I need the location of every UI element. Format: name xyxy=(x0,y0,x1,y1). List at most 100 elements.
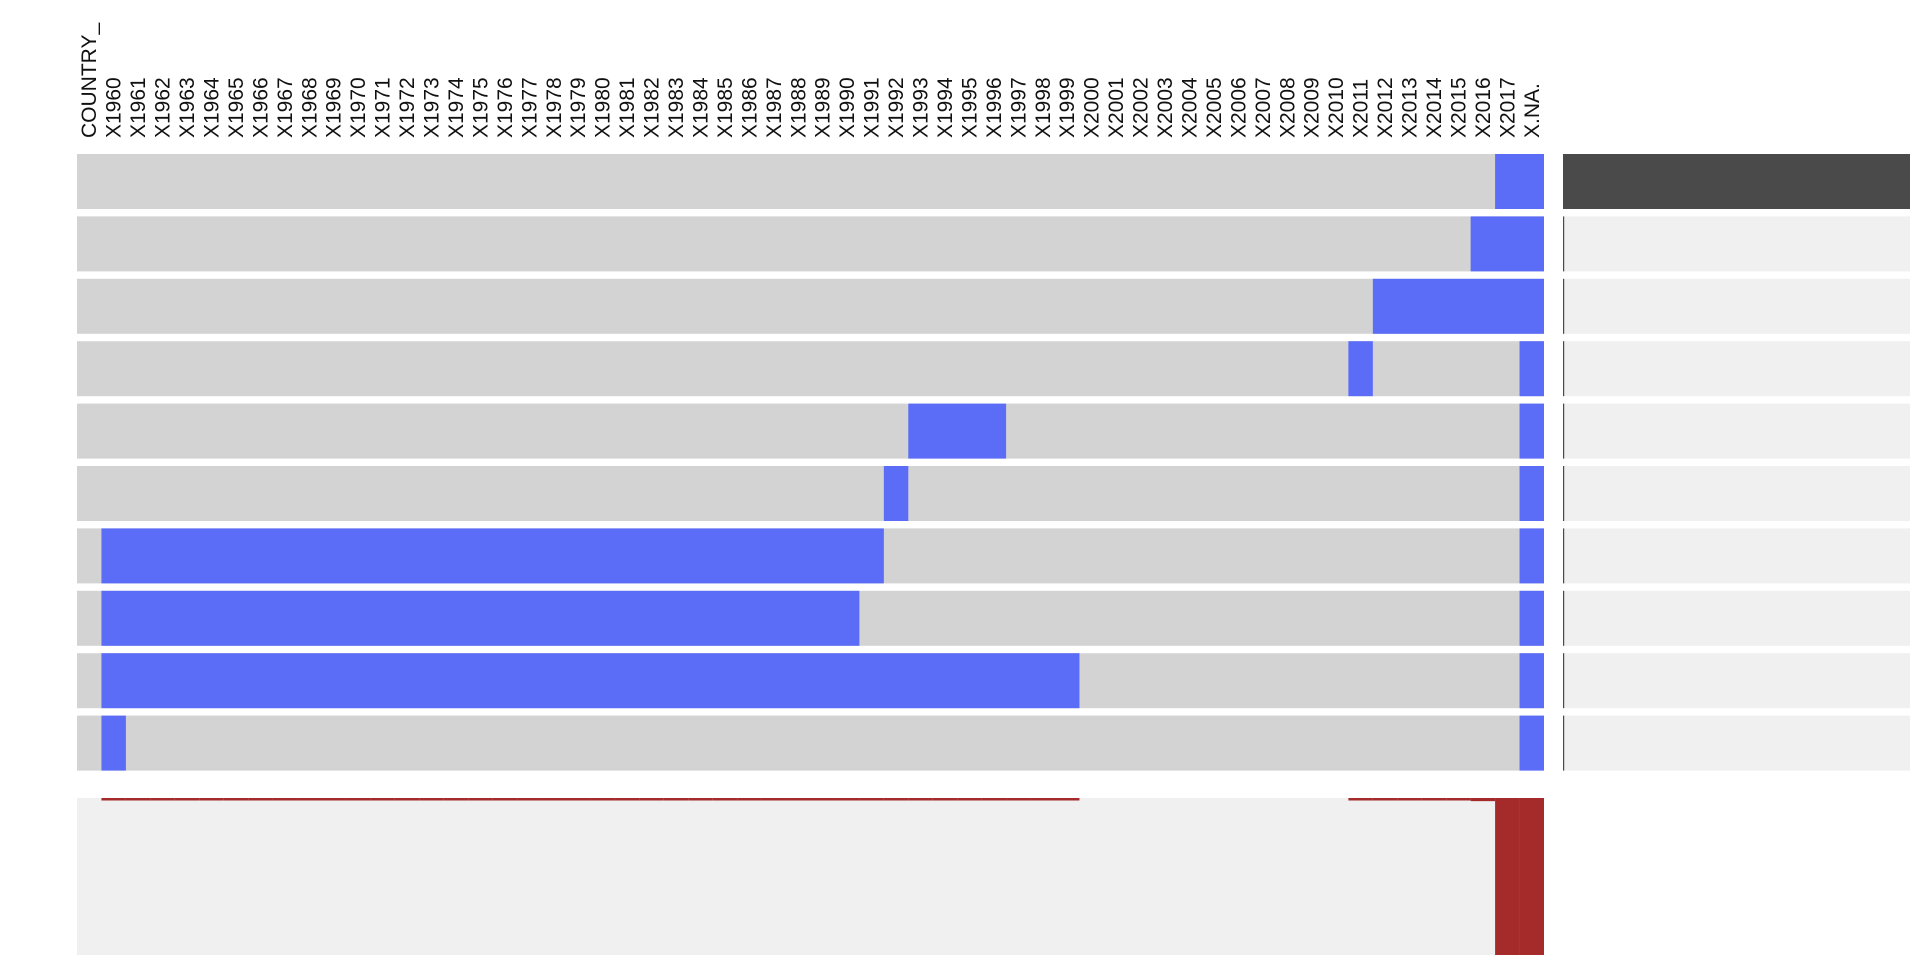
column-label: X1972 xyxy=(396,77,419,138)
column-missing-bar xyxy=(614,798,640,801)
column-label: X1999 xyxy=(1056,77,1079,138)
column-missing-bar xyxy=(590,798,615,801)
column-label: X2011 xyxy=(1350,79,1373,138)
missing-cell xyxy=(908,403,1007,459)
column-label: X2008 xyxy=(1276,77,1299,138)
column-label: X1991 xyxy=(861,77,884,138)
column-label: X2003 xyxy=(1154,77,1177,138)
missing-cell xyxy=(101,528,884,584)
pattern-row xyxy=(77,154,1544,209)
column-labels: COUNTRY_ X1960 X1961 X1962 X1963 X1964 X1965 X1… xyxy=(78,23,1544,138)
column-label: X2002 xyxy=(1130,77,1153,138)
column-missing-bar xyxy=(1397,798,1422,801)
pattern-row xyxy=(77,466,1544,521)
column-missing-bar xyxy=(566,798,591,801)
pattern-row xyxy=(77,403,1544,459)
column-missing-bar xyxy=(1495,798,1520,955)
column-label: X1963 xyxy=(176,77,199,138)
column-missing-bar xyxy=(1055,798,1080,801)
column-label: X1973 xyxy=(421,77,444,138)
column-label: X1984 xyxy=(689,77,712,138)
frequency-bar-bg xyxy=(1563,466,1910,521)
column-missing-bar xyxy=(786,798,811,801)
column-label: X1964 xyxy=(200,77,223,138)
column-label: X2004 xyxy=(1178,77,1201,138)
column-missing-bar xyxy=(272,798,298,801)
column-label: X1975 xyxy=(469,77,492,138)
column-label: X2009 xyxy=(1301,77,1324,138)
frequency-bar-bg xyxy=(1563,590,1910,646)
column-missing-bar xyxy=(174,798,200,801)
pattern-row xyxy=(77,715,1544,771)
column-label: X1986 xyxy=(738,77,761,138)
column-label: X1967 xyxy=(274,77,297,138)
column-missing-bar xyxy=(639,798,664,801)
column-missing-bar xyxy=(908,798,933,801)
column-missing-bar xyxy=(1519,798,1544,955)
missing-cell xyxy=(101,715,126,771)
missing-cell xyxy=(1348,341,1373,397)
column-missing-bar xyxy=(810,798,835,801)
column-label: COUNTRY_ xyxy=(78,23,101,138)
column-missing-bar xyxy=(834,798,860,801)
column-missing-bar xyxy=(1421,798,1447,801)
column-label: X1985 xyxy=(714,77,737,138)
column-missing-bar xyxy=(345,798,371,801)
column-missing-bar xyxy=(150,798,175,801)
column-missing-bar xyxy=(517,798,542,801)
column-label: X1989 xyxy=(812,77,835,138)
column-label: X1983 xyxy=(665,77,688,138)
column-label: X1996 xyxy=(983,77,1006,138)
missing-cell xyxy=(1519,403,1544,459)
frequency-bar xyxy=(1563,528,1565,584)
column-label: X1994 xyxy=(934,77,957,138)
column-label: X1982 xyxy=(641,77,664,138)
frequency-bar-bg xyxy=(1563,278,1910,334)
column-label: X2010 xyxy=(1325,77,1348,138)
column-missing-bar xyxy=(1446,798,1471,801)
column-missing-bar xyxy=(321,798,346,801)
missing-cell xyxy=(101,590,860,646)
frequency-bar xyxy=(1563,653,1565,709)
frequency-bar xyxy=(1563,590,1565,646)
column-missing-bar xyxy=(688,798,713,801)
missing-cell xyxy=(1519,715,1544,771)
pattern-row xyxy=(77,216,1544,272)
frequency-bar xyxy=(1563,341,1565,397)
column-missing-bar xyxy=(1006,798,1031,801)
column-missing-bar xyxy=(663,798,689,801)
column-label: X1976 xyxy=(494,77,517,138)
column-label: X1961 xyxy=(127,77,150,138)
missing-cell xyxy=(1519,590,1544,646)
column-missing-bar xyxy=(101,798,126,801)
pattern-row xyxy=(77,278,1544,334)
frequency-bar xyxy=(1563,403,1565,459)
column-label: X2001 xyxy=(1105,77,1128,138)
column-label: X1995 xyxy=(958,77,981,138)
column-missing-bar xyxy=(541,798,566,801)
column-missing-bar xyxy=(394,798,420,801)
column-label: X2012 xyxy=(1374,77,1397,138)
column-missing-bar xyxy=(761,798,787,801)
frequency-bar-bg xyxy=(1563,715,1910,771)
column-label: X1979 xyxy=(567,77,590,138)
column-missing-bar xyxy=(297,798,322,801)
column-missing-bar xyxy=(468,798,493,801)
column-missing-bar xyxy=(859,798,884,801)
pattern-frequency-bars xyxy=(1563,154,1910,771)
frequency-bar-bg xyxy=(1563,403,1910,459)
column-missing-bar xyxy=(932,798,958,801)
column-missing-bar xyxy=(443,798,469,801)
frequency-bar-bg xyxy=(1563,653,1910,709)
column-label: X2013 xyxy=(1399,77,1422,138)
column-missing-bar xyxy=(737,798,762,801)
column-label: X1978 xyxy=(543,77,566,138)
column-label: X1977 xyxy=(518,77,541,138)
column-label: X2014 xyxy=(1423,77,1446,138)
column-missing-bar xyxy=(1372,798,1398,801)
missing-cell xyxy=(1470,216,1544,272)
column-label: X1970 xyxy=(347,77,370,138)
column-label: X1971 xyxy=(372,77,395,138)
missing-cell xyxy=(1372,278,1544,334)
